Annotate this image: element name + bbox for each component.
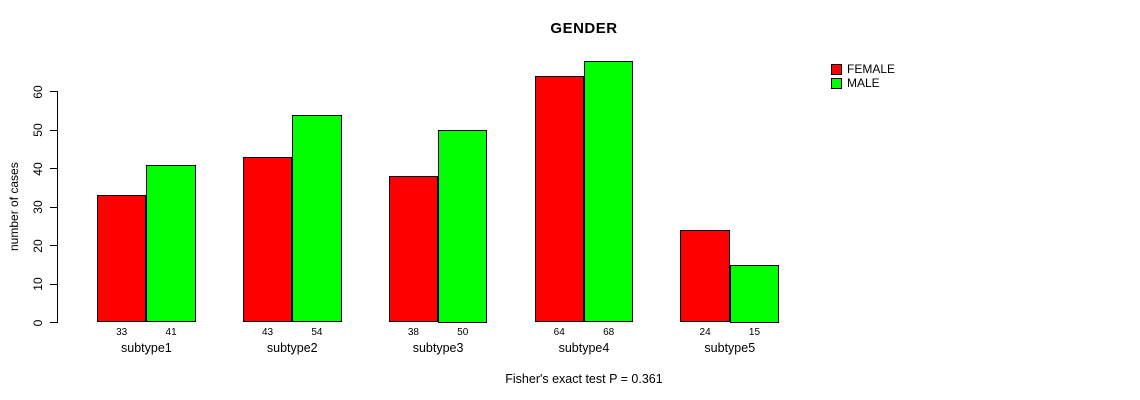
x-category-label-subtype4: subtype4	[558, 341, 610, 355]
bar-value-female-subtype3: 38	[407, 327, 419, 338]
chart-title: GENDER	[550, 20, 618, 37]
bar-male-subtype3	[438, 130, 488, 323]
y-tick-label-0: 0	[31, 319, 45, 326]
bar-male-subtype4	[583, 60, 634, 323]
x-category-label-subtype1: subtype1	[121, 341, 172, 355]
y-tick-mark-10	[50, 283, 57, 285]
y-tick-mark-30	[50, 206, 57, 208]
bar-value-female-subtype4: 64	[553, 327, 565, 338]
y-tick-label-10: 10	[31, 277, 45, 291]
x-category-label-subtype2: subtype2	[266, 341, 318, 355]
x-category-label-subtype3: subtype3	[412, 341, 464, 355]
bar-male-subtype1	[146, 164, 196, 323]
y-axis-line	[57, 91, 58, 323]
bar-value-female-subtype5: 24	[699, 327, 711, 338]
bar-female-subtype5	[680, 230, 730, 323]
bar-value-female-subtype1: 33	[116, 327, 128, 338]
bar-female-subtype4	[534, 76, 584, 323]
bar-female-subtype3	[388, 176, 439, 323]
bar-value-female-subtype2: 43	[261, 327, 274, 338]
y-tick-mark-60	[50, 91, 57, 92]
bar-value-male-subtype1: 41	[165, 327, 177, 338]
y-tick-label-50: 50	[31, 123, 45, 137]
bar-female-subtype1	[97, 195, 147, 323]
bar-value-male-subtype4: 68	[603, 327, 615, 338]
legend-swatch-male	[831, 78, 842, 89]
y-tick-label-30: 30	[31, 200, 45, 214]
legend-label-female: FEMALE	[847, 62, 896, 76]
bar-value-male-subtype2: 54	[311, 327, 323, 338]
y-tick-mark-20	[50, 245, 57, 246]
x-category-label-subtype5: subtype5	[704, 341, 756, 355]
bar-value-male-subtype3: 50	[457, 327, 469, 338]
legend-item-female: FEMALE	[831, 63, 895, 76]
y-tick-mark-50	[50, 129, 57, 131]
bar-female-subtype2	[242, 156, 293, 323]
bar-male-subtype5	[729, 264, 780, 323]
legend-swatch-female	[831, 64, 842, 75]
bar-value-male-subtype5: 15	[748, 327, 761, 338]
legend: FEMALE MALE	[831, 63, 895, 91]
legend-label-male: MALE	[847, 76, 880, 90]
annotation-text: Fisher's exact test P = 0.361	[505, 372, 663, 386]
y-tick-label-20: 20	[31, 238, 45, 253]
bar-male-subtype2	[292, 114, 342, 323]
y-axis-label: number of cases	[7, 162, 21, 251]
y-tick-label-40: 40	[31, 161, 45, 176]
y-tick-mark-40	[50, 168, 57, 169]
y-tick-label-60: 60	[31, 84, 45, 99]
y-tick-mark-0	[50, 322, 57, 323]
legend-item-male: MALE	[831, 77, 895, 90]
